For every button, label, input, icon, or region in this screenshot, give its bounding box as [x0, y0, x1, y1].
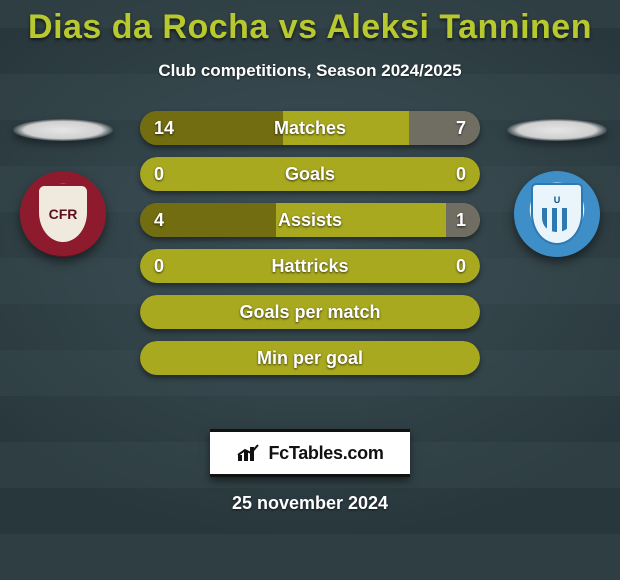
stat-bar: 41Assists	[140, 203, 480, 237]
stat-bar-segment-right	[446, 203, 480, 237]
club-crest-right-label: U	[554, 196, 561, 205]
stat-bar-track	[140, 341, 480, 375]
stat-bar: 00Hattricks	[140, 249, 480, 283]
stat-bar-segment-right	[409, 111, 480, 145]
stat-bar-track	[140, 295, 480, 329]
page-title: Dias da Rocha vs Aleksi Tanninen	[0, 0, 620, 47]
stat-bar: 147Matches	[140, 111, 480, 145]
club-crest-right-inner: U	[531, 183, 583, 245]
snapshot-date: 25 november 2024	[0, 493, 620, 514]
player-right-side: U	[502, 111, 612, 257]
comparison-arena: CFR U 147Matches 00Goals 41Assists 00Hattri…	[0, 111, 620, 411]
club-crest-left: CFR	[20, 171, 106, 257]
player-right-shadow	[507, 119, 607, 141]
stat-bars: 147Matches 00Goals 41Assists 00Hattricks Goa…	[140, 111, 480, 375]
stat-bar: Min per goal	[140, 341, 480, 375]
stat-bar: Goals per match	[140, 295, 480, 329]
player-left-side: CFR	[8, 111, 118, 257]
club-crest-right-stripes	[542, 208, 572, 232]
player-left-shadow	[13, 119, 113, 141]
stat-bar: 00Goals	[140, 157, 480, 191]
stat-bar-track	[140, 157, 480, 191]
club-crest-right: U	[514, 171, 600, 257]
stat-bar-track	[140, 249, 480, 283]
stat-bar-segment-left	[140, 203, 276, 237]
stat-bar-segment-left	[140, 111, 283, 145]
brand-text: FcTables.com	[268, 443, 383, 464]
brand-icon	[236, 443, 262, 463]
brand-badge: FcTables.com	[210, 429, 410, 477]
competition-subtitle: Club competitions, Season 2024/2025	[0, 61, 620, 81]
club-crest-left-label: CFR	[37, 184, 89, 244]
